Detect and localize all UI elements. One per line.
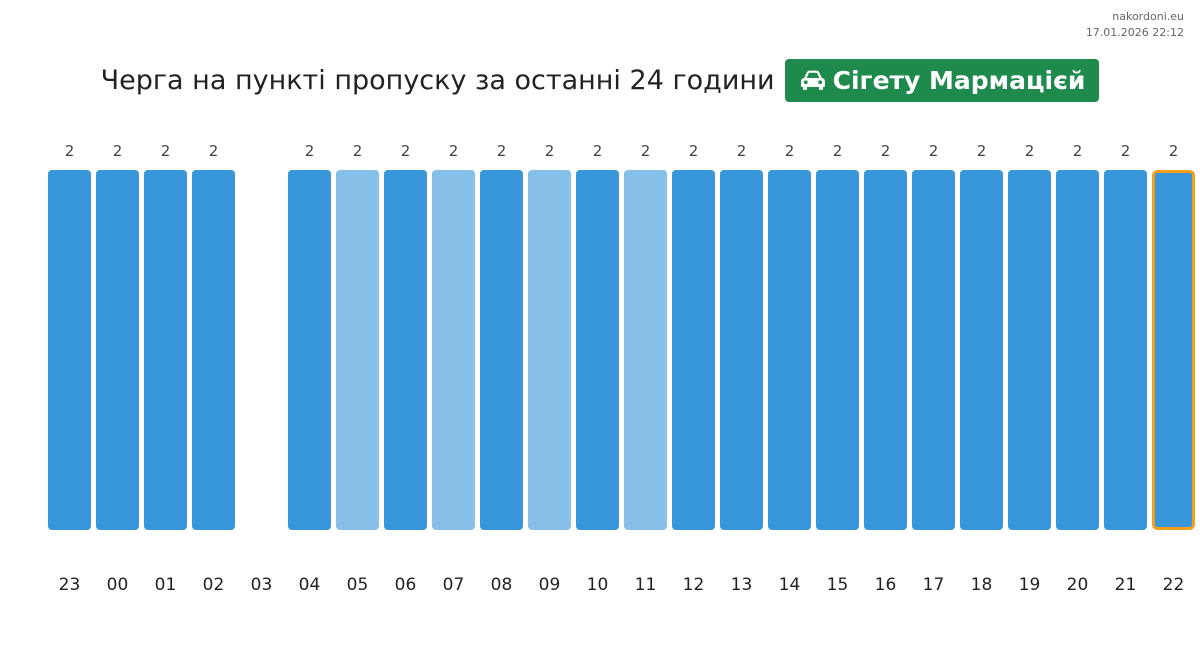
- value-label-20: 2: [1073, 142, 1083, 160]
- value-label-02: 2: [209, 142, 219, 160]
- bar-18[interactable]: [960, 170, 1003, 530]
- value-label-19: 2: [1025, 142, 1035, 160]
- value-label-05: 2: [353, 142, 363, 160]
- hour-label-09: 09: [539, 575, 561, 595]
- checkpoint-badge: Сігету Мармацієй: [784, 58, 1100, 102]
- hour-label-01: 01: [155, 575, 177, 595]
- bar-01[interactable]: [144, 170, 187, 530]
- hour-label-07: 07: [443, 575, 465, 595]
- hour-label-04: 04: [299, 575, 321, 595]
- bar-02[interactable]: [192, 170, 235, 530]
- title-row: Черга на пункті пропуску за останні 24 г…: [0, 58, 1200, 102]
- bar-16[interactable]: [864, 170, 907, 530]
- value-label-10: 2: [593, 142, 603, 160]
- hour-label-23: 23: [59, 575, 81, 595]
- hour-label-18: 18: [971, 575, 993, 595]
- site-name: nakordoni.eu: [1112, 10, 1184, 23]
- value-label-13: 2: [737, 142, 747, 160]
- value-label-09: 2: [545, 142, 555, 160]
- hour-label-10: 10: [587, 575, 609, 595]
- bar-22[interactable]: [1152, 170, 1195, 530]
- hour-label-03: 03: [251, 575, 273, 595]
- hour-label-05: 05: [347, 575, 369, 595]
- value-label-17: 2: [929, 142, 939, 160]
- checkpoint-name: Сігету Мармацієй: [832, 65, 1086, 95]
- bar-14[interactable]: [768, 170, 811, 530]
- bar-06[interactable]: [384, 170, 427, 530]
- chart-title: Черга на пункті пропуску за останні 24 г…: [100, 64, 775, 96]
- bar-10[interactable]: [576, 170, 619, 530]
- hour-label-22: 22: [1163, 575, 1185, 595]
- value-label-11: 2: [641, 142, 651, 160]
- value-label-01: 2: [161, 142, 171, 160]
- site-info: nakordoni.eu 17.01.2026 22:12: [1086, 9, 1184, 41]
- hour-label-20: 20: [1067, 575, 1089, 595]
- value-label-12: 2: [689, 142, 699, 160]
- bar-15[interactable]: [816, 170, 859, 530]
- hour-label-08: 08: [491, 575, 513, 595]
- value-label-21: 2: [1121, 142, 1131, 160]
- hour-label-06: 06: [395, 575, 417, 595]
- hour-label-13: 13: [731, 575, 753, 595]
- value-label-08: 2: [497, 142, 507, 160]
- bar-20[interactable]: [1056, 170, 1099, 530]
- bar-05[interactable]: [336, 170, 379, 530]
- value-label-04: 2: [305, 142, 315, 160]
- value-label-14: 2: [785, 142, 795, 160]
- hour-label-17: 17: [923, 575, 945, 595]
- value-label-18: 2: [977, 142, 987, 160]
- value-label-06: 2: [401, 142, 411, 160]
- hour-label-12: 12: [683, 575, 705, 595]
- bar-08[interactable]: [480, 170, 523, 530]
- bar-21[interactable]: [1104, 170, 1147, 530]
- bar-23[interactable]: [48, 170, 91, 530]
- hour-label-02: 02: [203, 575, 225, 595]
- bar-00[interactable]: [96, 170, 139, 530]
- bar-09[interactable]: [528, 170, 571, 530]
- value-label-15: 2: [833, 142, 843, 160]
- bar-13[interactable]: [720, 170, 763, 530]
- car-icon: [800, 70, 825, 90]
- hour-label-11: 11: [635, 575, 657, 595]
- value-label-16: 2: [881, 142, 891, 160]
- bar-07[interactable]: [432, 170, 475, 530]
- hour-label-00: 00: [107, 575, 129, 595]
- timestamp: 17.01.2026 22:12: [1085, 26, 1184, 39]
- bar-19[interactable]: [1008, 170, 1051, 530]
- value-label-23: 2: [65, 142, 75, 160]
- hour-label-16: 16: [875, 575, 897, 595]
- bar-11[interactable]: [624, 170, 667, 530]
- bar-12[interactable]: [672, 170, 715, 530]
- bar-17[interactable]: [912, 170, 955, 530]
- bar-04[interactable]: [288, 170, 331, 530]
- value-label-00: 2: [113, 142, 123, 160]
- hour-label-21: 21: [1115, 575, 1137, 595]
- hour-label-14: 14: [779, 575, 801, 595]
- hour-label-15: 15: [827, 575, 849, 595]
- value-label-07: 2: [449, 142, 459, 160]
- value-label-22: 2: [1169, 142, 1179, 160]
- hour-label-19: 19: [1019, 575, 1041, 595]
